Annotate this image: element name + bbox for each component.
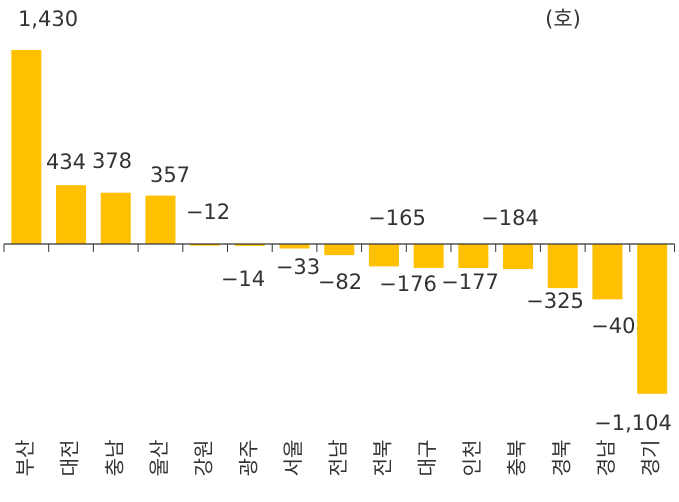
x-tick-label: 경남 [594,440,618,477]
x-tick-label: 광주 [236,440,260,477]
bar [368,244,399,267]
value-label: 434 [46,150,86,174]
x-tick-label: 인천 [460,440,484,477]
x-tick-label: 전남 [326,440,350,477]
value-label: −184 [481,206,539,230]
value-label: −176 [379,272,437,296]
x-tick-label: 충남 [102,440,126,477]
bar [324,244,355,256]
x-tick-label: 경기 [639,440,663,477]
bar [100,192,131,244]
value-label: −1,104 [594,411,672,435]
unit-label: (호) [545,7,581,31]
value-label: −165 [368,206,426,230]
x-tick-label: 서울 [281,440,305,477]
bar [145,195,176,244]
bar [279,244,310,249]
value-label: −12 [186,200,230,224]
bar [503,244,534,269]
value-label: 357 [150,163,190,187]
bar [11,50,42,244]
x-tick-label: 대구 [415,440,439,477]
value-label: −82 [318,270,362,294]
bar [190,244,221,246]
value-label: −14 [221,267,265,291]
value-label: 1,430 [18,7,78,31]
value-label: −325 [526,289,584,313]
x-tick-label: 부산 [13,440,37,477]
x-tick-label: 경북 [549,440,573,477]
bar [413,244,444,268]
bar [547,244,578,289]
bar [458,244,489,269]
bar [234,244,265,246]
bar [637,244,668,394]
value-label: −177 [441,270,499,294]
x-tick-label: 전북 [370,440,394,477]
bar [56,185,87,244]
x-tick-label: 강원 [192,440,216,477]
x-tick-label: 대전 [58,440,82,477]
value-label: 378 [92,149,132,173]
value-label: −33 [276,255,320,279]
x-tick-label: 울산 [147,440,171,477]
x-tick-label: 충북 [505,440,529,477]
bar [592,244,623,300]
